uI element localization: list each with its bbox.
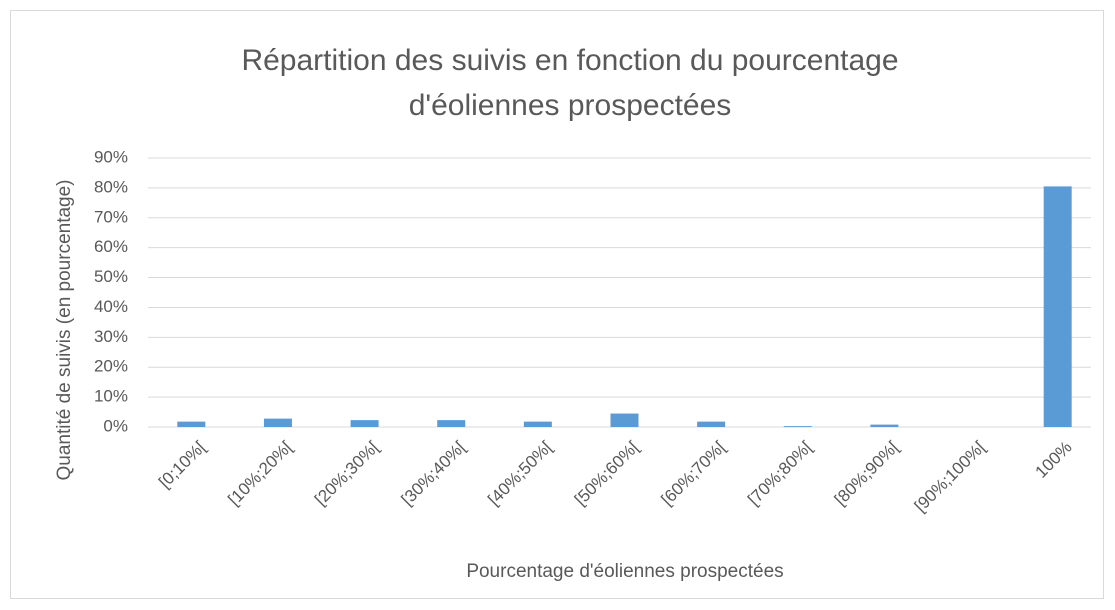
bar [350, 420, 379, 427]
bar [697, 421, 726, 427]
x-tick-label: [0;10%[ [155, 437, 209, 491]
x-tick-label: 100% [1031, 438, 1075, 482]
y-tick-label: 60% [94, 237, 128, 256]
bar [177, 421, 206, 427]
y-tick-label: 70% [94, 207, 128, 226]
bar [870, 424, 899, 427]
y-tick-label: 90% [94, 147, 128, 166]
y-axis-label: Quantité de suivis (en pourcentage) [54, 179, 75, 480]
bar [437, 420, 466, 427]
y-tick-label: 0% [103, 416, 128, 435]
bar [783, 426, 812, 427]
chart-title: Répartition des suivis en fonction du po… [241, 44, 899, 122]
bar [610, 413, 639, 427]
y-tick-label: 20% [94, 357, 128, 376]
bar [1043, 186, 1072, 427]
bar [523, 421, 552, 427]
chart-frame [10, 10, 1104, 599]
y-tick-label: 10% [94, 387, 128, 406]
x-tick-label: [60%;70%[ [658, 437, 730, 509]
y-tick-label: 80% [94, 177, 128, 196]
x-tick-label: [10%;20%[ [224, 437, 296, 509]
x-tick-label: [70%;80%[ [744, 437, 816, 509]
x-tick-label: [40%;50%[ [484, 437, 556, 509]
x-tick-label: [80%;90%[ [831, 437, 903, 509]
bar [263, 418, 292, 427]
x-tick-label: [90%;100%[ [911, 437, 989, 515]
x-axis-label: Pourcentage d'éoliennes prospectées [466, 561, 783, 582]
y-tick-label: 50% [94, 267, 128, 286]
x-tick-label: [30%;40%[ [398, 437, 470, 509]
x-tick-label: [20%;30%[ [311, 437, 383, 509]
y-tick-label: 30% [94, 327, 128, 346]
x-tick-label: [50%;60%[ [571, 437, 643, 509]
y-tick-label: 40% [94, 297, 128, 316]
